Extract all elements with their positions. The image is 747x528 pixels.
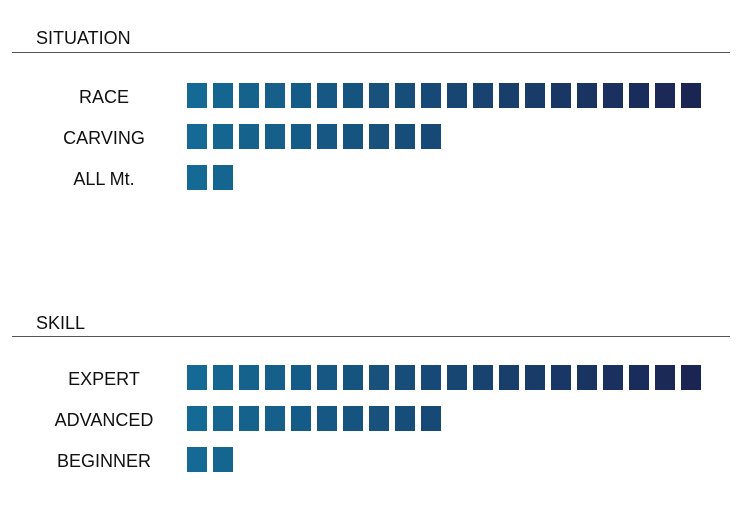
bar-segment-race	[525, 83, 545, 108]
bar-segment-race	[187, 83, 207, 108]
bar-segment-carving	[187, 124, 207, 149]
bar-segment-race	[239, 83, 259, 108]
bar-segment-advanced	[369, 406, 389, 431]
bar-segment-expert	[265, 365, 285, 390]
bar-segment-expert	[525, 365, 545, 390]
bar-segment-race	[447, 83, 467, 108]
bar-segment-carving	[421, 124, 441, 149]
bar-segment-expert	[317, 365, 337, 390]
bar-segment-race	[629, 83, 649, 108]
bar-segment-carving	[265, 124, 285, 149]
bar-segment-expert	[551, 365, 571, 390]
section-divider-situation	[12, 52, 730, 53]
bar-segment-advanced	[265, 406, 285, 431]
bar-segment-expert	[395, 365, 415, 390]
bar-segment-expert	[447, 365, 467, 390]
bar-segment-expert	[213, 365, 233, 390]
bar-segment-race	[213, 83, 233, 108]
bar-segment-carving	[213, 124, 233, 149]
bar-segment-carving	[369, 124, 389, 149]
bar-segment-advanced	[343, 406, 363, 431]
row-label-beginner: BEGINNER	[56, 451, 152, 471]
bar-segment-advanced	[317, 406, 337, 431]
bar-segment-race	[395, 83, 415, 108]
section-title-skill: SKILL	[36, 313, 86, 333]
bar-segment-carving	[395, 124, 415, 149]
bar-segment-advanced	[239, 406, 259, 431]
bar-segment-race	[655, 83, 675, 108]
bar-segment-race	[681, 83, 701, 108]
bar-segment-expert	[603, 365, 623, 390]
row-label-all-mt: ALL Mt.	[73, 169, 135, 189]
bar-segment-advanced	[187, 406, 207, 431]
bar-segment-expert	[577, 365, 597, 390]
bar-segment-expert	[187, 365, 207, 390]
bar-segment-advanced	[291, 406, 311, 431]
bar-segment-expert	[239, 365, 259, 390]
row-label-advanced: ADVANCED	[54, 410, 154, 430]
bar-segment-race	[577, 83, 597, 108]
bar-segment-carving	[239, 124, 259, 149]
bar-segment-race	[291, 83, 311, 108]
bar-segment-carving	[343, 124, 363, 149]
bar-segment-race	[265, 83, 285, 108]
bar-segment-expert	[629, 365, 649, 390]
bar-segment-race	[473, 83, 493, 108]
bar-segment-carving	[317, 124, 337, 149]
bar-segment-expert	[473, 365, 493, 390]
bar-segment-all-mt	[187, 165, 207, 190]
bar-segment-carving	[291, 124, 311, 149]
bar-segment-expert	[421, 365, 441, 390]
row-label-carving: CARVING	[63, 128, 145, 148]
bar-segment-expert	[681, 365, 701, 390]
bar-segment-advanced	[421, 406, 441, 431]
section-title-situation: SITUATION	[36, 28, 131, 48]
bar-segment-expert	[343, 365, 363, 390]
bar-segment-advanced	[213, 406, 233, 431]
bar-segment-race	[551, 83, 571, 108]
bar-segment-advanced	[395, 406, 415, 431]
section-divider-skill	[12, 336, 730, 337]
bar-segment-expert	[369, 365, 389, 390]
bar-segment-expert	[499, 365, 519, 390]
bar-segment-expert	[655, 365, 675, 390]
row-label-race: RACE	[78, 87, 129, 107]
bar-segment-race	[421, 83, 441, 108]
bar-segment-beginner	[213, 447, 233, 472]
bar-segment-expert	[291, 365, 311, 390]
bar-segment-race	[603, 83, 623, 108]
bar-segment-race	[369, 83, 389, 108]
bar-segment-beginner	[187, 447, 207, 472]
row-label-expert: EXPERT	[68, 369, 140, 389]
bar-segment-race	[317, 83, 337, 108]
bar-segment-race	[499, 83, 519, 108]
bar-segment-all-mt	[213, 165, 233, 190]
bar-segment-race	[343, 83, 363, 108]
